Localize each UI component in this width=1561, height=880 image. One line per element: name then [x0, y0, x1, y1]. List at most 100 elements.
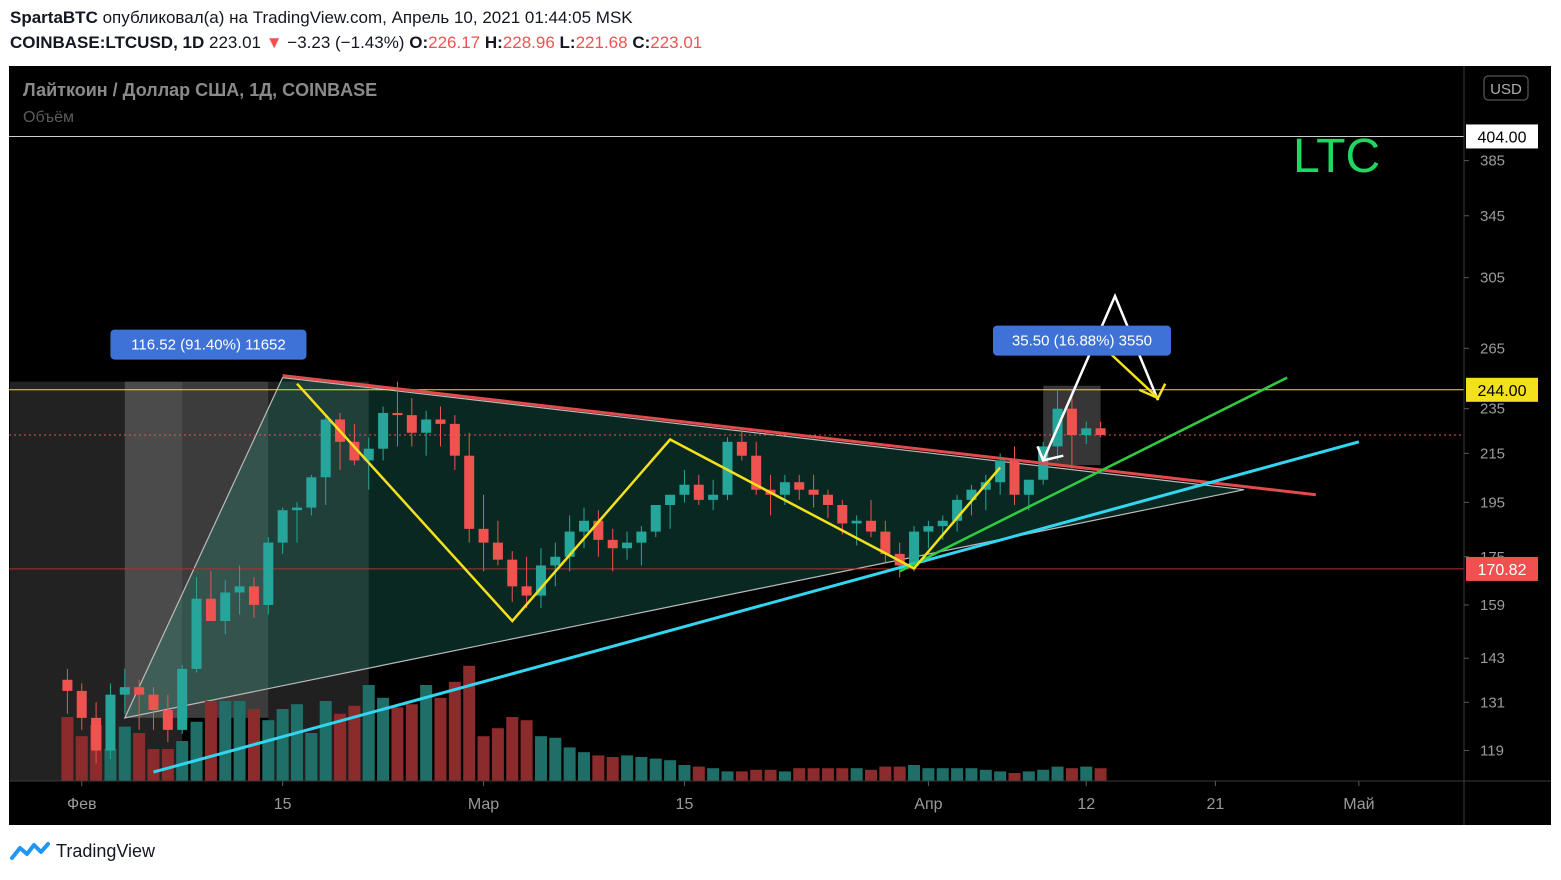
- author-name: SpartaBTC: [10, 8, 98, 27]
- volume-label: Объём: [23, 109, 74, 126]
- y-tick-label: 195: [1480, 494, 1505, 511]
- candle-body: [349, 441, 360, 461]
- candle-body: [320, 419, 331, 478]
- candle-body: [435, 419, 446, 424]
- volume-bar: [348, 705, 361, 781]
- volume-bar: [735, 771, 748, 781]
- price-label-box: [1466, 556, 1538, 581]
- candle-body: [421, 419, 432, 433]
- c-label: C:: [632, 33, 651, 52]
- volume-bar: [850, 768, 863, 781]
- volume-bar: [434, 697, 447, 781]
- candle-body: [851, 520, 862, 524]
- candle-body: [722, 441, 733, 495]
- volume-bar: [994, 771, 1007, 781]
- volume-bar: [1051, 766, 1064, 781]
- price-chart[interactable]: 116.52 (91.40%) 11652 35.50 (16.88%) 3550…: [9, 66, 1551, 825]
- tradingview-logo-icon: [10, 842, 50, 860]
- down-arrow-icon: ▼: [265, 33, 283, 52]
- candle-body: [779, 482, 790, 495]
- resistance-trendline: [282, 374, 1317, 497]
- candle-body: [378, 412, 389, 449]
- volume-bar: [233, 701, 246, 781]
- candle-body: [966, 489, 977, 500]
- volume-bar: [262, 720, 275, 781]
- candle-body: [263, 542, 274, 605]
- footer-brand: TradingView: [56, 840, 156, 861]
- l-value: 221.68: [575, 33, 628, 52]
- projection-arrowhead: [1138, 383, 1167, 400]
- price-label-box: [1466, 377, 1538, 402]
- candle-body: [995, 460, 1006, 483]
- candle-body: [866, 520, 876, 532]
- volume-bar: [190, 721, 203, 781]
- chart-title: Лайткоин / Доллар США, 1Д, COINBASE: [23, 80, 377, 100]
- volume-bar: [1022, 771, 1035, 781]
- volume-bar: [463, 665, 476, 781]
- candle-body: [148, 694, 159, 711]
- white-arrowhead: [1036, 445, 1064, 462]
- volume-bar: [750, 769, 763, 781]
- candle-body: [1095, 428, 1106, 436]
- volume-bar: [793, 768, 806, 781]
- x-tick-label: 15: [274, 796, 292, 813]
- candle-body: [406, 415, 417, 433]
- measure-label-right-box: [992, 325, 1171, 356]
- candle-body: [736, 441, 747, 456]
- volume-bar: [578, 752, 590, 781]
- candle-body: [105, 694, 116, 751]
- volume-bar: [821, 768, 834, 781]
- candle-body: [177, 668, 188, 730]
- x-tick-label: 21: [1207, 796, 1225, 813]
- x-tick-label: 15: [676, 796, 694, 813]
- volume-bar: [506, 717, 519, 781]
- candle-body: [1066, 408, 1077, 436]
- candle-body: [550, 556, 561, 566]
- candle-body: [521, 586, 532, 596]
- x-tick-label: Май: [1343, 796, 1374, 813]
- candle-body: [392, 412, 403, 416]
- candle-body: [909, 531, 920, 566]
- candle-body: [1023, 479, 1034, 495]
- o-label: O:: [409, 33, 429, 52]
- y-tick-label: 215: [1480, 445, 1505, 462]
- y-tick-label: 159: [1480, 597, 1505, 614]
- volume-bar: [176, 741, 189, 781]
- candle-body: [119, 687, 130, 695]
- volume-bar: [692, 766, 705, 781]
- volume-bar: [563, 747, 576, 781]
- y-tick-label: 265: [1480, 340, 1505, 357]
- candle-body: [363, 448, 374, 461]
- candle-body: [205, 598, 216, 622]
- green-trendline: [899, 376, 1288, 573]
- projection-path-white: [1042, 292, 1160, 461]
- x-tick-label: Мар: [468, 796, 499, 813]
- currency-label: USD: [1490, 81, 1522, 98]
- volume-bar: [305, 733, 318, 781]
- volume-bar: [549, 737, 562, 781]
- symbol-text: COINBASE:LTCUSD, 1D: [10, 33, 205, 52]
- volume-bar: [319, 701, 332, 781]
- volume-bar: [276, 709, 289, 781]
- candle-body: [191, 598, 202, 669]
- y-tick-label: 119: [1480, 743, 1504, 760]
- volume-bar: [1065, 768, 1078, 781]
- candle-body: [794, 482, 805, 490]
- candle-body: [292, 507, 302, 511]
- volume-bar: [721, 771, 734, 781]
- candle-body: [248, 586, 259, 605]
- candle-body: [708, 494, 719, 500]
- candle-body: [162, 710, 173, 730]
- candle-body: [220, 592, 231, 622]
- candle-body: [593, 520, 604, 540]
- y-tick-label: 235: [1480, 401, 1505, 418]
- candle-body: [1081, 428, 1092, 436]
- volume-bar: [1080, 766, 1093, 781]
- volume-bar: [922, 768, 935, 781]
- volume-bar: [104, 749, 117, 781]
- candle-body: [1009, 460, 1020, 495]
- last-price: 223.01: [208, 33, 261, 52]
- candle-body: [622, 542, 633, 549]
- volume-bar: [75, 736, 88, 781]
- candle-body: [306, 477, 317, 508]
